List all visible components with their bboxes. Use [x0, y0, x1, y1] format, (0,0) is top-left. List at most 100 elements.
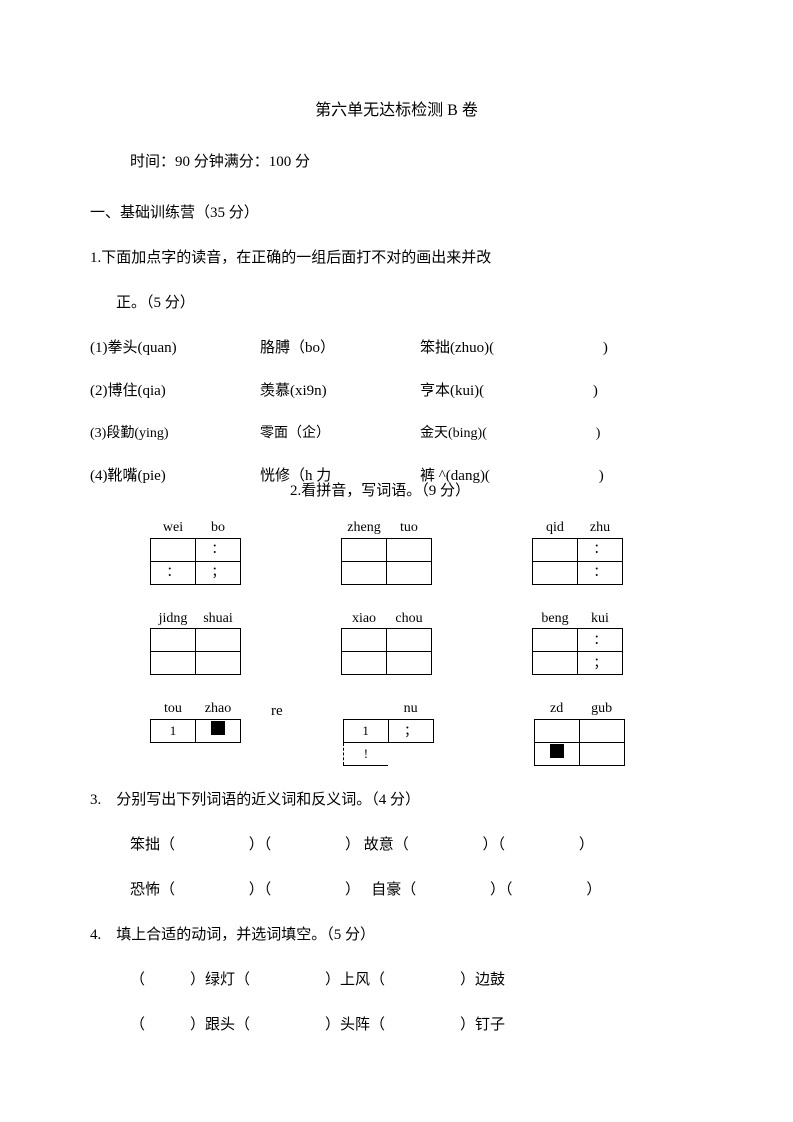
cell [387, 652, 432, 675]
q3-line-2: 恐怖（ ）（ ） 自豪（ ）（ ） [130, 880, 703, 901]
q3-l2-c: ） 自豪（ [345, 882, 416, 898]
black-square-icon [550, 744, 564, 758]
cell: ； [388, 719, 433, 742]
q1-stem-cont: 正。（5 分） [116, 293, 703, 314]
cell [342, 629, 387, 652]
cell [387, 629, 432, 652]
stray-text: re [271, 699, 283, 722]
cell [342, 538, 387, 561]
q1-3-c: 金天(bing)( ) [420, 424, 703, 444]
q1-2-c-text: 亨本(kui)( [420, 383, 484, 399]
q1-row-2: (2)博住(qia) 羡慕(xi9n) 亨本(kui)( ) [90, 381, 703, 402]
pinyin-box-1-2: zhengtuo [341, 518, 432, 585]
q3-l1-c: ） 故意（ [345, 837, 409, 853]
pinyin-hdr: nu [388, 699, 433, 719]
cell [196, 629, 241, 652]
q3-l2-b: ）（ [249, 882, 272, 898]
cell [534, 719, 579, 742]
cell [151, 629, 196, 652]
pinyin-box-2-3: bengkui ： ； [532, 609, 623, 676]
q1-2-b: 羡慕(xi9n) [260, 381, 420, 402]
pinyin-hdr: gub [579, 699, 624, 719]
q1-row-1: (1)拳头(quan) 胳膊（bo） 笨拙(zhuo)( ) [90, 338, 703, 359]
pinyin-box-3-3: zdgub [534, 699, 625, 766]
cell [579, 719, 624, 742]
page: 第六单无达标检测 B 卷 时间：90 分钟满分：100 分 一、基础训练营（35… [0, 0, 793, 1122]
q4-line-1: （ ）绿灯（ ）上风（ ）边鼓 [130, 970, 703, 991]
q1-row-3: (3)段勤(ying) 零面（企） 金天(bing)( ) [90, 424, 703, 444]
q1-stem: 1.下面加点字的读音，在正确的一组后面打不对的画出来并改 [90, 248, 703, 269]
cell [342, 652, 387, 675]
pinyin-box-2-2: xiaochou [341, 609, 432, 676]
cell [342, 561, 387, 584]
q1-4-a: (4)靴嘴(pie) [90, 466, 260, 487]
q1-3-paren: ) [490, 424, 600, 444]
cell: ： [151, 561, 196, 584]
q3-line-1: 笨拙（ ）（ ） 故意（ ）（ ） [130, 835, 703, 856]
cell [387, 561, 432, 584]
exam-title: 第六单无达标检测 B 卷 [90, 100, 703, 122]
cell: ； [578, 652, 623, 675]
q1-2-c: 亨本(kui)( ) [420, 381, 703, 402]
q3-l1-a: 笨拙（ [130, 837, 175, 853]
cell: ! [343, 742, 388, 765]
pinyin-hdr: tuo [387, 518, 432, 538]
cell: ： [578, 629, 623, 652]
pinyin-box-3-2: nu 1； ! [343, 699, 434, 766]
cell [533, 538, 578, 561]
q3-l2-a: 恐怖（ [130, 882, 175, 898]
pinyin-row-1: weibo ： ：； zhengtuo qidzhu ： ： [150, 518, 703, 585]
pinyin-hdr: qid [533, 518, 578, 538]
q3-l2-e: ） [586, 882, 601, 898]
q3-l2-d: ）（ [490, 882, 513, 898]
pinyin-box-2-1: jidngshuai [150, 609, 241, 676]
q3-l1-d: ）（ [483, 837, 506, 853]
black-square-icon [211, 721, 225, 735]
cell: ： [196, 538, 241, 561]
cell [533, 652, 578, 675]
q1-1-b: 胳膊（bo） [260, 338, 420, 359]
cell [534, 742, 579, 765]
time-score-line: 时间：90 分钟满分：100 分 [130, 152, 703, 173]
cell: 1 [343, 719, 388, 742]
q3-stem: 3. 分别写出下列词语的近义词和反义词。（4 分） [90, 790, 703, 811]
cell: ： [578, 561, 623, 584]
cell [151, 538, 196, 561]
section-1-heading: 一、基础训练营（35 分） [90, 203, 703, 224]
pinyin-hdr: zheng [342, 518, 387, 538]
pinyin-box-3-1: touzhao 1 [150, 699, 241, 743]
pinyin-row-2: jidngshuai xiaochou bengkui ： ； [150, 609, 703, 676]
q4-stem: 4. 填上合适的动词，并选词填空。（5 分） [90, 925, 703, 946]
q1-3-a: (3)段勤(ying) [90, 424, 260, 444]
cell [533, 561, 578, 584]
pinyin-row-3: touzhao 1 re nu 1； ! zdgub [150, 699, 703, 766]
pinyin-hdr: zhu [578, 518, 623, 538]
pinyin-hdr: shuai [196, 609, 241, 629]
q1-1-a: (1)拳头(quan) [90, 338, 260, 359]
pinyin-hdr: zd [534, 699, 579, 719]
cell [196, 652, 241, 675]
q4-line-2: （ ）跟头（ ）头阵（ ）钉子 [130, 1015, 703, 1036]
pinyin-hdr: xiao [342, 609, 387, 629]
pinyin-box-1-3: qidzhu ： ： [532, 518, 623, 585]
q1-1-paren: ) [498, 338, 608, 359]
q3-l1-b: ）（ [249, 837, 272, 853]
pinyin-hdr [343, 699, 388, 719]
cell [151, 652, 196, 675]
pinyin-box-1-1: weibo ： ：； [150, 518, 241, 585]
q1-1-c: 笨拙(zhuo)( ) [420, 338, 703, 359]
q1-3-c-text: 金天(bing)( [420, 426, 487, 441]
q1-2-a: (2)博住(qia) [90, 381, 260, 402]
cell: 1 [151, 719, 196, 742]
pinyin-hdr: jidng [151, 609, 196, 629]
cell [579, 742, 624, 765]
cell [196, 719, 241, 742]
q1-4-paren: ) [494, 466, 604, 487]
q3-l1-e: ） [579, 837, 594, 853]
q1-1-c-text: 笨拙(zhuo)( [420, 340, 494, 356]
pinyin-hdr: beng [533, 609, 578, 629]
pinyin-hdr: chou [387, 609, 432, 629]
pinyin-hdr: tou [151, 699, 196, 719]
q1-3-b: 零面（企） [260, 424, 420, 444]
cell: ： [578, 538, 623, 561]
